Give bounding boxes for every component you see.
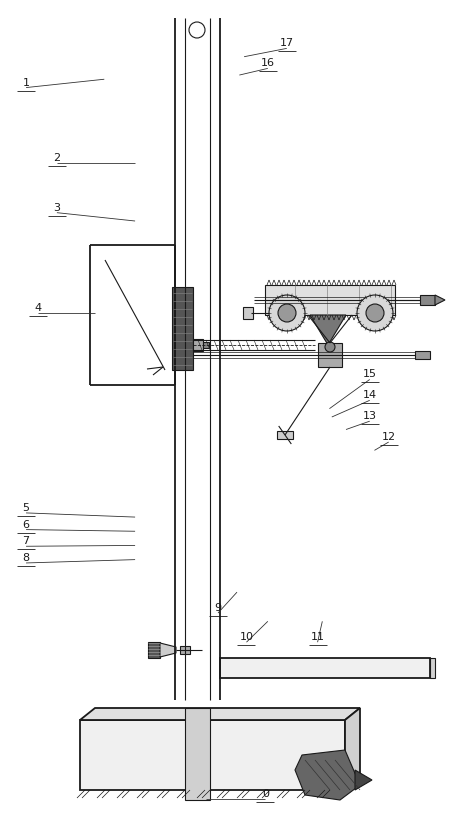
Text: 16: 16: [261, 58, 275, 68]
Text: 12: 12: [382, 432, 396, 442]
Text: 10: 10: [239, 632, 254, 642]
Polygon shape: [80, 708, 360, 720]
Text: 13: 13: [363, 411, 377, 421]
Polygon shape: [435, 295, 445, 305]
Circle shape: [269, 295, 305, 331]
Bar: [148, 642, 160, 658]
Text: 1: 1: [23, 78, 29, 88]
Bar: [265, 285, 395, 315]
Polygon shape: [345, 708, 360, 790]
Circle shape: [278, 304, 296, 322]
Bar: [220, 658, 430, 678]
Circle shape: [325, 342, 335, 352]
Text: 7: 7: [22, 536, 30, 546]
Text: 15: 15: [363, 369, 377, 379]
Text: 17: 17: [280, 38, 294, 48]
Text: 5: 5: [23, 503, 29, 513]
Bar: [193, 339, 203, 351]
Text: 2: 2: [53, 153, 61, 163]
Bar: [415, 351, 430, 359]
Bar: [172, 287, 193, 370]
Text: 0: 0: [262, 789, 269, 799]
Bar: [185, 708, 210, 800]
Bar: [420, 295, 435, 305]
Circle shape: [366, 304, 384, 322]
Text: 4: 4: [34, 303, 42, 313]
Polygon shape: [355, 770, 372, 790]
Text: 14: 14: [363, 390, 377, 400]
Bar: [318, 343, 342, 367]
Text: 3: 3: [54, 203, 60, 213]
Polygon shape: [310, 315, 346, 345]
Text: 11: 11: [310, 632, 325, 642]
Bar: [277, 431, 293, 439]
Polygon shape: [160, 643, 176, 657]
Text: 8: 8: [22, 553, 30, 563]
Bar: [430, 658, 435, 678]
Text: 6: 6: [23, 520, 29, 530]
Polygon shape: [295, 750, 360, 800]
Circle shape: [189, 22, 205, 38]
Bar: [243, 307, 253, 319]
Circle shape: [357, 295, 393, 331]
Bar: [180, 646, 190, 654]
Bar: [80, 720, 345, 790]
Text: 9: 9: [214, 603, 222, 613]
Bar: [203, 342, 209, 348]
